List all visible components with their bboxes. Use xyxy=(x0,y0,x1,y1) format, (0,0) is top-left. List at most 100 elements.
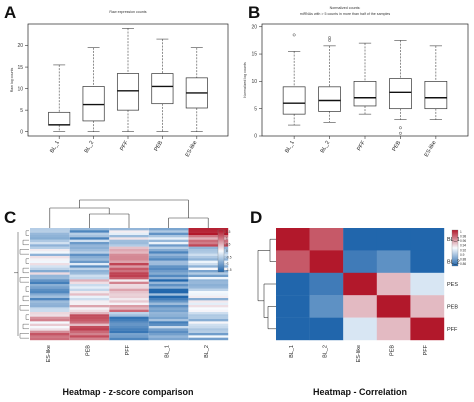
panel-b-box xyxy=(389,78,412,110)
panel-b-box xyxy=(424,81,448,110)
heatmap-cell xyxy=(69,244,110,247)
panel-c-legend-tick: -0.5 xyxy=(226,255,232,259)
heatmap-cell xyxy=(188,321,229,324)
heatmap-cell xyxy=(188,279,229,282)
panel-c-legend: 1.5 1 0.5 0 -0.5 -1 -1.5 xyxy=(217,229,232,273)
panel-b-ytick-label: 20 xyxy=(251,24,257,30)
panel-a-ytick-label: 15 xyxy=(17,65,23,71)
heatmap-cell xyxy=(109,244,149,247)
heatmap-cell xyxy=(148,258,189,261)
heatmap-cell xyxy=(109,326,149,329)
panel-a-category-label: ES-like xyxy=(185,140,199,158)
panel-a-ytick-label: 10 xyxy=(17,86,23,92)
panel-a-ylabel: Raw log counts xyxy=(10,68,14,93)
heatmap-cell xyxy=(188,246,229,250)
panel-a-plot: 0 5 10 15 20 BL_1 BL_2 PFF PEB ES-like xyxy=(17,28,208,158)
heatmap-cell xyxy=(109,319,149,322)
correlation-cell xyxy=(276,250,310,273)
panel-d-column-label: BL_2 xyxy=(322,345,328,358)
heatmap-cell xyxy=(148,239,189,243)
heatmap-cell xyxy=(188,230,229,233)
correlation-cell xyxy=(343,317,377,341)
heatmap-cell xyxy=(30,298,70,301)
heatmap-cell xyxy=(30,249,70,252)
panel-c-legend-tick: 1.5 xyxy=(226,230,231,234)
heatmap-cell xyxy=(188,270,229,273)
heatmap-cell xyxy=(148,279,189,282)
heatmap-cell xyxy=(30,267,70,271)
panel-d-row-label: BL_1 xyxy=(447,237,460,243)
heatmap-cell xyxy=(188,300,229,303)
heatmap-cell xyxy=(30,309,70,313)
panel-b-category-label: BL_1 xyxy=(284,140,296,154)
panel-c-caption: Heatmap - z-score comparison xyxy=(62,387,193,397)
heatmap-cell xyxy=(109,302,149,306)
panel-d-legend-tick: 0.96 xyxy=(460,239,466,243)
heatmap-cell xyxy=(69,228,110,231)
panel-d-row-label: PFF xyxy=(447,327,458,333)
panel-a-category-label: BL_2 xyxy=(84,140,96,154)
panel-d-column-label: BL_1 xyxy=(289,345,295,358)
heatmap-cell xyxy=(109,321,149,324)
heatmap-cell xyxy=(188,253,229,257)
heatmap-cell xyxy=(69,267,110,271)
panel-a-ytick-label: 20 xyxy=(17,43,23,49)
heatmap-cell xyxy=(148,246,189,250)
panel-b-category-label: PFF xyxy=(356,139,367,152)
heatmap-cell xyxy=(30,232,70,236)
heatmap-cell xyxy=(148,270,189,273)
heatmap-cell xyxy=(148,335,189,338)
panel-d-row-labels: BL_1 BL_2 PES PEB PFF xyxy=(447,237,460,333)
panel-c-column-label: BL_1 xyxy=(165,345,171,358)
heatmap-cell xyxy=(188,328,229,331)
heatmap-cell xyxy=(148,284,189,287)
panel-b-outlier xyxy=(292,33,296,37)
heatmap-cell xyxy=(109,328,149,331)
heatmap-cell xyxy=(148,228,189,231)
heatmap-cell xyxy=(30,260,70,264)
heatmap-cell xyxy=(188,293,229,296)
heatmap-cell xyxy=(30,256,70,259)
panel-b-subtitle: miRNAs with > 5 counts in more than half… xyxy=(300,12,391,16)
heatmap-cell xyxy=(109,258,149,261)
heatmap-cell xyxy=(30,263,70,266)
correlation-cell xyxy=(309,250,344,273)
panel-b-ytick-label: 15 xyxy=(251,52,257,58)
heatmap-cell xyxy=(188,330,229,334)
panel-b-plot: 0 5 10 15 20 BL_1 BL_2 PFF PEB ES-like xyxy=(251,24,448,158)
heatmap-cell xyxy=(30,246,70,250)
correlation-cell xyxy=(276,272,310,296)
panel-b-ytick-label: 10 xyxy=(251,79,257,85)
heatmap-cell xyxy=(69,235,110,238)
heatmap-cell xyxy=(69,312,110,315)
heatmap-cell xyxy=(109,272,149,275)
heatmap-cell xyxy=(188,302,229,306)
heatmap-cell xyxy=(109,230,149,233)
heatmap-cell xyxy=(109,256,149,259)
panel-b-outlier xyxy=(398,126,402,130)
heatmap-cell xyxy=(109,263,149,266)
heatmap-cell xyxy=(148,277,189,280)
panel-c-legend-tick: 0 xyxy=(226,249,228,253)
heatmap-cell xyxy=(69,251,110,254)
panel-d-legend-tick: 0.86 xyxy=(460,262,466,266)
heatmap-cell xyxy=(188,298,229,301)
heatmap-cell xyxy=(69,272,110,275)
heatmap-cell xyxy=(148,328,189,331)
heatmap-cell xyxy=(109,337,149,341)
heatmap-cell xyxy=(30,265,70,268)
panel-c-column-label: BL_2 xyxy=(204,345,210,358)
panel-d-letter: D xyxy=(250,208,262,227)
heatmap-cell xyxy=(148,256,189,259)
heatmap-cell xyxy=(148,242,189,245)
correlation-cell xyxy=(376,295,411,318)
heatmap-cell xyxy=(148,321,189,324)
heatmap-cell xyxy=(30,319,70,322)
heatmap-cell xyxy=(69,260,110,264)
panel-a-box xyxy=(151,73,174,105)
panel-a-box xyxy=(82,86,105,122)
correlation-cell xyxy=(309,272,344,296)
heatmap-cell xyxy=(148,288,189,292)
heatmap-cell xyxy=(30,300,70,303)
